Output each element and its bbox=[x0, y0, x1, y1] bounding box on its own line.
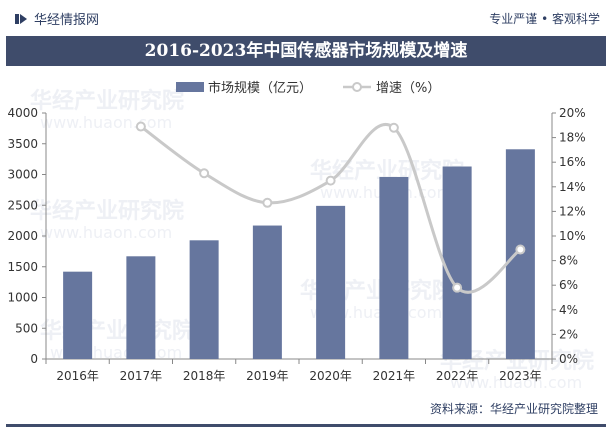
brand-name: 华经情报网 bbox=[34, 13, 100, 28]
brand: 华经情报网 bbox=[14, 9, 99, 28]
bar bbox=[252, 225, 282, 359]
top-bar: 华经情报网 专业严谨 • 客观科学 bbox=[0, 0, 612, 36]
x-tick-label: 2016年 bbox=[56, 369, 99, 383]
legend-bar-swatch bbox=[176, 82, 204, 92]
right-tick-label: 10% bbox=[559, 229, 586, 243]
left-tick-label: 0 bbox=[30, 352, 38, 366]
left-tick-label: 1000 bbox=[7, 291, 38, 305]
bar bbox=[126, 256, 156, 359]
line-series bbox=[135, 121, 526, 294]
growth-point bbox=[199, 168, 210, 179]
tagline: 专业严谨 • 客观科学 bbox=[489, 12, 600, 26]
bar bbox=[63, 271, 93, 359]
left-tick-label: 500 bbox=[15, 321, 38, 335]
bottom-rule bbox=[6, 424, 606, 427]
right-tick-label: 2% bbox=[559, 327, 578, 341]
left-tick-label: 1500 bbox=[7, 260, 38, 274]
growth-point bbox=[135, 121, 146, 132]
watermark-cn: 华经产业研究院 bbox=[30, 198, 184, 224]
watermark-en: www.huaon.com bbox=[450, 373, 582, 392]
left-tick-label: 2500 bbox=[7, 198, 38, 212]
x-tick-label: 2022年 bbox=[436, 369, 479, 383]
growth-point bbox=[515, 244, 526, 255]
right-tick-label: 6% bbox=[559, 278, 578, 292]
legend-bar-label: 市场规模（亿元） bbox=[208, 80, 312, 96]
left-tick-label: 2000 bbox=[7, 229, 38, 243]
chart-area: 华经产业研究院www.huaon.com华经产业研究院www.huaon.com… bbox=[7, 80, 594, 392]
right-tick-label: 18% bbox=[559, 131, 586, 145]
x-tick-label: 2020年 bbox=[309, 369, 352, 383]
watermark-cn: 华经产业研究院 bbox=[40, 318, 194, 344]
right-tick-label: 12% bbox=[559, 204, 586, 218]
legend-line-marker bbox=[352, 82, 362, 92]
watermark-cn: 华经产业研究院 bbox=[30, 88, 184, 114]
x-tick-label: 2017年 bbox=[120, 369, 163, 383]
watermark-en: www.huaon.com bbox=[40, 223, 172, 242]
bar bbox=[189, 240, 219, 359]
x-tick-label: 2019年 bbox=[246, 369, 289, 383]
right-tick-label: 16% bbox=[559, 155, 586, 169]
left-tick-label: 3000 bbox=[7, 168, 38, 182]
x-tick-label: 2018年 bbox=[183, 369, 226, 383]
x-tick-label: 2023年 bbox=[499, 369, 542, 383]
axes: 0 500 1000 1500 2000 2500 3000 3500 4000 0% 2% 4% 6%… bbox=[7, 106, 585, 366]
growth-point bbox=[325, 175, 336, 186]
right-tick-label: 0% bbox=[559, 352, 578, 366]
right-tick-label: 14% bbox=[559, 180, 586, 194]
watermark-en: www.huaon.com bbox=[40, 113, 172, 132]
bar bbox=[379, 176, 409, 359]
legend-line-label: 增速（%） bbox=[376, 81, 440, 96]
bar bbox=[316, 205, 346, 359]
source-note: 资料来源：华经产业研究院整理 bbox=[429, 402, 598, 416]
right-tick-label: 20% bbox=[559, 106, 586, 120]
growth-point bbox=[388, 122, 399, 133]
growth-point bbox=[452, 282, 463, 293]
bar bbox=[442, 166, 472, 359]
right-tick-label: 4% bbox=[559, 303, 578, 317]
left-tick-label: 3500 bbox=[7, 137, 38, 151]
right-tick-label: 8% bbox=[559, 254, 578, 268]
left-tick-label: 4000 bbox=[7, 106, 38, 120]
chart-title: 2016-2023年中国传感器市场规模及增速 bbox=[6, 36, 606, 66]
bar-series bbox=[63, 149, 535, 359]
x-axis-labels: 2016年 2017年 2018年 2019年 2020年 2021年 2022年 2023年 bbox=[56, 369, 541, 383]
x-tick-label: 2021年 bbox=[373, 369, 416, 383]
growth-point bbox=[262, 197, 273, 208]
legend: 市场规模（亿元） 增速（%） bbox=[176, 80, 440, 96]
brand-logo-icon bbox=[15, 13, 27, 24]
